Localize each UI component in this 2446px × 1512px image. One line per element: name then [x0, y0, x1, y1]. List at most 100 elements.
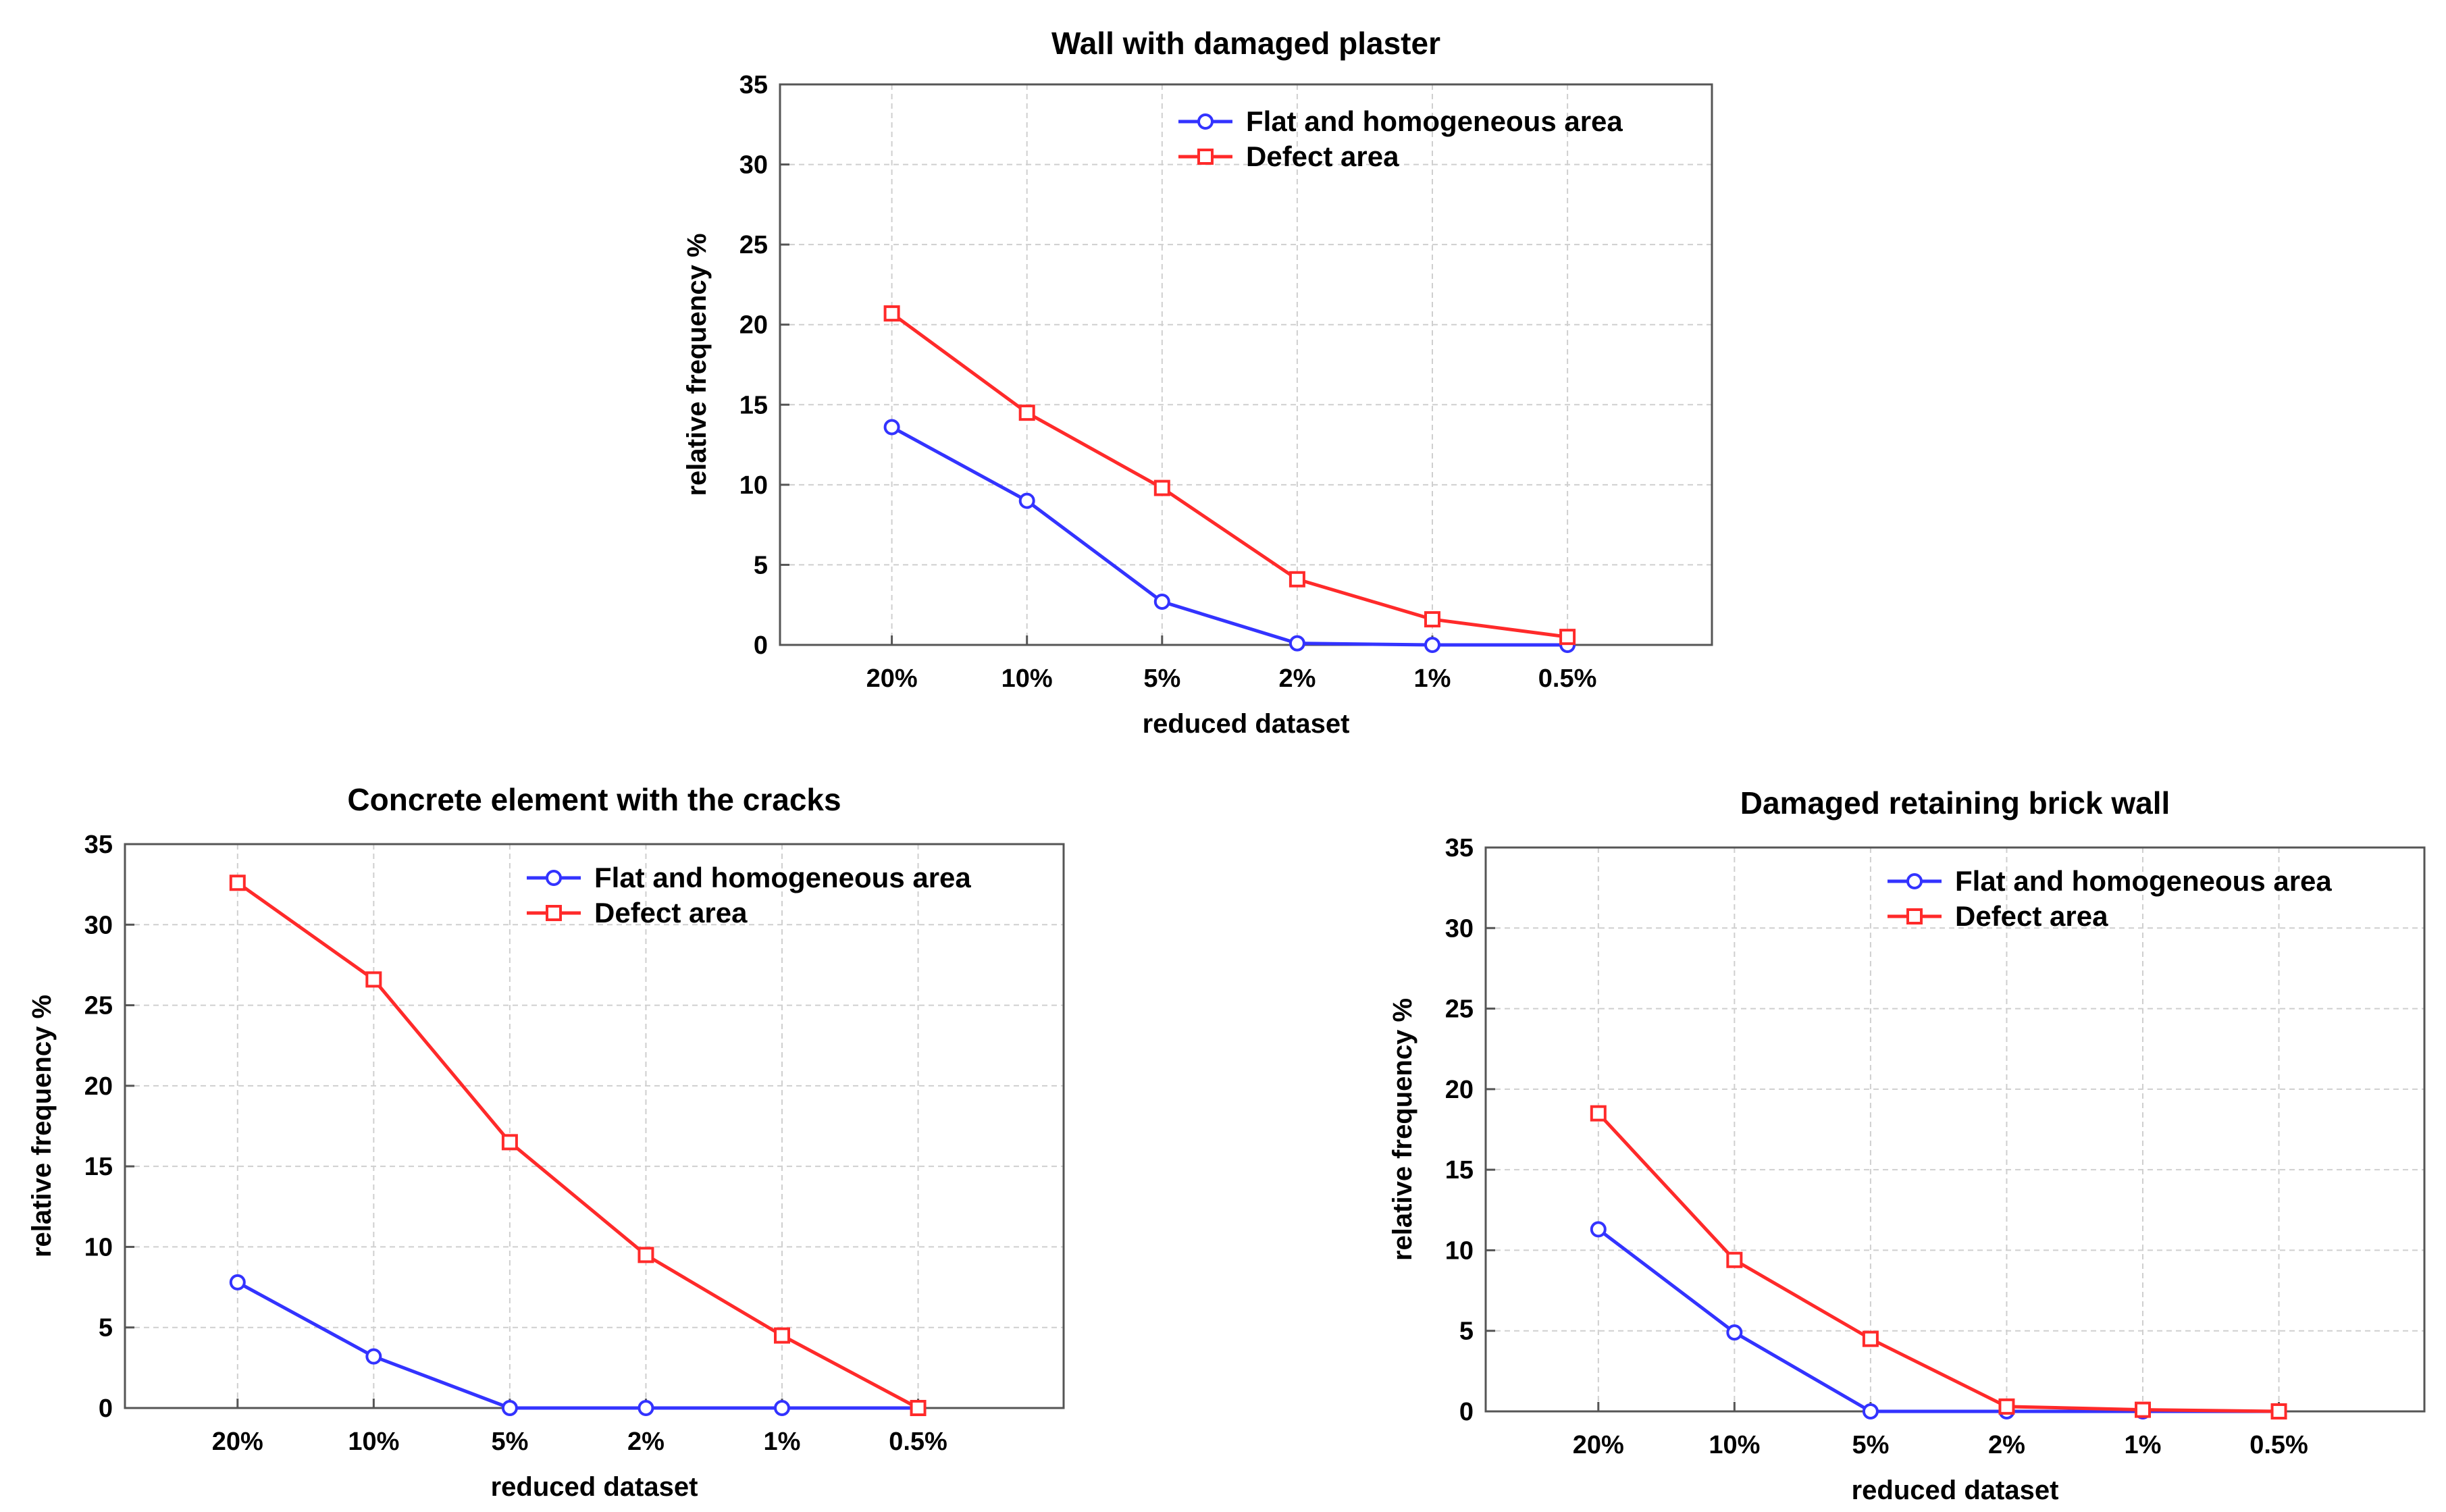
data-point-square — [1590, 1105, 1607, 1122]
chart-damaged-retaining-brick-wall: 0 5 10 15 20 25 30 35 20% 10% 5% 2% 1% 0.5% Damaged re… — [1388, 785, 2426, 1505]
x-tick-label: 0.5% — [2249, 1431, 2308, 1459]
y-tick-label: 30 — [739, 151, 768, 180]
legend-label: Flat and homogeneous area — [1246, 105, 1623, 137]
data-point-square — [2270, 1403, 2287, 1419]
legend-label: Defect area — [1955, 900, 2108, 932]
x-tick-label: 1% — [1414, 664, 1451, 693]
x-tick-label: 2% — [627, 1428, 665, 1456]
data-point-circle — [1289, 635, 1305, 652]
y-tick-label: 0 — [99, 1394, 113, 1423]
data-point-circle — [501, 1400, 518, 1416]
data-point-square — [229, 875, 246, 891]
x-tick-label: 10% — [348, 1428, 399, 1456]
series-line — [891, 425, 1568, 647]
data-point-square — [637, 1247, 654, 1263]
data-point-circle — [1424, 637, 1440, 653]
series-line — [236, 1280, 918, 1410]
x-tick-label: 5% — [491, 1428, 528, 1456]
x-tick-label: 20% — [1573, 1431, 1624, 1459]
x-tick-label: 1% — [764, 1428, 801, 1456]
data-point-square — [2135, 1401, 2151, 1418]
y-tick-label: 35 — [84, 831, 113, 859]
y-tick-label: 20 — [739, 311, 768, 340]
y-tick-label: 30 — [84, 911, 113, 939]
y-tick-label: 5 — [754, 551, 768, 579]
y-tick-label: 25 — [739, 231, 768, 259]
data-point-square — [1726, 1251, 1743, 1268]
data-point-square — [1998, 1398, 2015, 1415]
x-tick-label: 10% — [1001, 664, 1053, 693]
x-axis-label: reduced dataset — [1852, 1476, 2059, 1505]
data-point-circle — [1726, 1324, 1743, 1341]
legend-marker-circle — [1906, 873, 1923, 889]
y-tick-label: 15 — [1445, 1156, 1474, 1184]
y-axis-label: relative frequency % — [682, 233, 712, 496]
legend-marker-square — [1906, 908, 1923, 924]
legend-marker-circle — [546, 870, 562, 886]
data-point-circle — [229, 1274, 246, 1291]
x-tick-label: 20% — [212, 1428, 263, 1456]
data-point-square — [883, 305, 900, 322]
plot-frame — [1484, 846, 2426, 1413]
data-point-square — [774, 1327, 790, 1344]
data-point-circle — [1018, 492, 1035, 509]
x-tick-label: 1% — [2125, 1431, 2162, 1459]
y-axis-label: relative frequency % — [1388, 998, 1417, 1261]
data-point-circle — [637, 1400, 654, 1416]
y-tick-label: 35 — [739, 71, 768, 99]
x-tick-label: 20% — [866, 664, 918, 693]
data-point-square — [1018, 405, 1035, 421]
y-tick-label: 0 — [1459, 1398, 1474, 1426]
series-line — [891, 312, 1568, 639]
y-tick-label: 20 — [84, 1072, 113, 1101]
plot-frame — [124, 843, 1065, 1409]
data-point-circle — [1590, 1221, 1607, 1238]
y-tick-label: 35 — [1445, 834, 1474, 862]
legend-marker-square — [1197, 149, 1214, 165]
data-point-circle — [365, 1348, 382, 1365]
legend-label: Flat and homogeneous area — [594, 862, 971, 893]
y-tick-label: 25 — [1445, 995, 1474, 1024]
y-tick-label: 30 — [1445, 914, 1474, 943]
x-tick-label: 2% — [1278, 664, 1316, 693]
y-tick-label: 5 — [99, 1314, 113, 1342]
x-tick-label: 0.5% — [1538, 664, 1597, 693]
y-tick-label: 10 — [84, 1233, 113, 1261]
chart-title: Wall with damaged plaster — [1051, 26, 1440, 61]
data-point-square — [1289, 571, 1305, 588]
data-point-square — [1559, 629, 1576, 646]
series-line — [236, 881, 919, 1410]
data-point-circle — [883, 419, 900, 436]
chart-title: Damaged retaining brick wall — [1740, 785, 2170, 820]
data-point-square — [501, 1134, 518, 1151]
series-line — [1596, 1112, 2279, 1413]
x-axis-label: reduced dataset — [491, 1472, 698, 1502]
y-tick-label: 20 — [1445, 1076, 1474, 1104]
y-tick-label: 15 — [739, 391, 768, 419]
x-tick-label: 10% — [1709, 1431, 1760, 1459]
plot-frame — [779, 83, 1713, 646]
data-point-square — [1153, 479, 1170, 496]
series-line — [1597, 1228, 2279, 1413]
chart-title: Concrete element with the cracks — [347, 782, 841, 817]
y-tick-label: 0 — [754, 631, 768, 660]
data-point-square — [1862, 1330, 1879, 1347]
legend-marker-circle — [1197, 113, 1214, 130]
legend-label: Flat and homogeneous area — [1955, 865, 2332, 897]
data-point-circle — [1862, 1403, 1879, 1419]
legend-marker-square — [546, 905, 562, 921]
y-tick-label: 10 — [1445, 1236, 1474, 1265]
legend-label: Defect area — [1246, 140, 1399, 172]
x-tick-label: 2% — [1988, 1431, 2025, 1459]
data-point-circle — [1153, 593, 1170, 610]
x-tick-label: 5% — [1852, 1431, 1889, 1459]
chart-wall-with-damaged-plaster: 0 5 10 15 20 25 30 35 20% 10% 5% 2% 1% 0.5% Wall with … — [682, 26, 1713, 739]
y-tick-label: 10 — [739, 471, 768, 500]
y-tick-label: 15 — [84, 1153, 113, 1181]
data-point-square — [910, 1400, 927, 1416]
y-axis-label: relative frequency % — [27, 995, 57, 1257]
data-point-square — [365, 971, 382, 988]
y-tick-label: 25 — [84, 992, 113, 1020]
chart-concrete-element-with-cracks: 0 5 10 15 20 25 30 35 20% 10% 5% 2% 1% 0.5% Concrete e… — [27, 782, 1065, 1502]
